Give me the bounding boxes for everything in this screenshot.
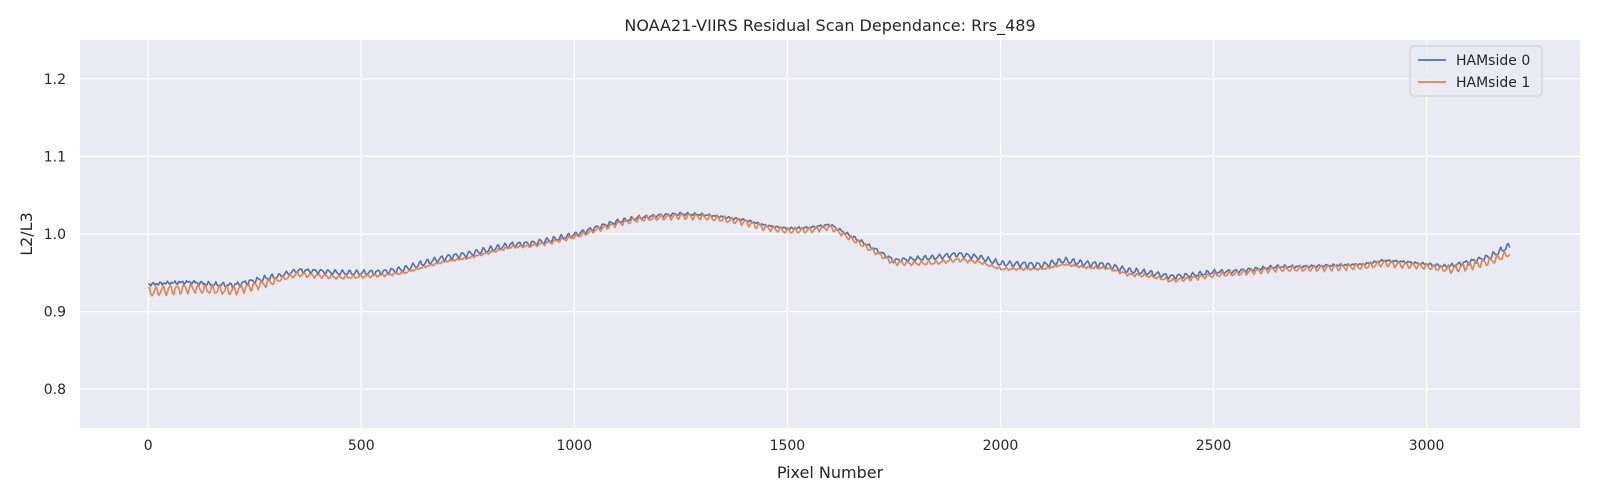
legend-box [1409, 45, 1543, 97]
grid-lines [80, 40, 1580, 428]
series-line [147, 213, 1511, 297]
x-tick-label: 1500 [770, 438, 806, 454]
legend-label: HAMside 1 [1456, 75, 1530, 91]
x-axis-label: Pixel Number [777, 463, 884, 482]
x-tick-label: 2500 [1196, 438, 1232, 454]
x-tick-label: 1000 [556, 438, 592, 454]
y-tick-label: 0.9 [44, 305, 66, 321]
x-tick-labels: 0 500 1000 1500 2000 2500 3000 [144, 438, 1445, 454]
legend: HAMside 0 HAMside 1 [1409, 45, 1543, 97]
x-tick-label: 2000 [983, 438, 1019, 454]
y-axis-label: L2/L3 [17, 212, 36, 256]
y-tick-labels: 0.8 0.9 1.0 1.1 1.2 [44, 72, 66, 398]
x-tick-label: 500 [348, 438, 375, 454]
x-tick-label: 3000 [1409, 438, 1445, 454]
y-tick-label: 1.2 [44, 72, 66, 88]
y-tick-label: 1.0 [44, 227, 66, 243]
series-layer [147, 211, 1511, 297]
legend-label: HAMside 0 [1456, 53, 1530, 69]
chart-title: NOAA21-VIIRS Residual Scan Dependance: R… [624, 16, 1035, 36]
x-tick-label: 0 [144, 438, 153, 454]
y-tick-label: 1.1 [44, 149, 66, 165]
y-tick-label: 0.8 [44, 382, 66, 398]
